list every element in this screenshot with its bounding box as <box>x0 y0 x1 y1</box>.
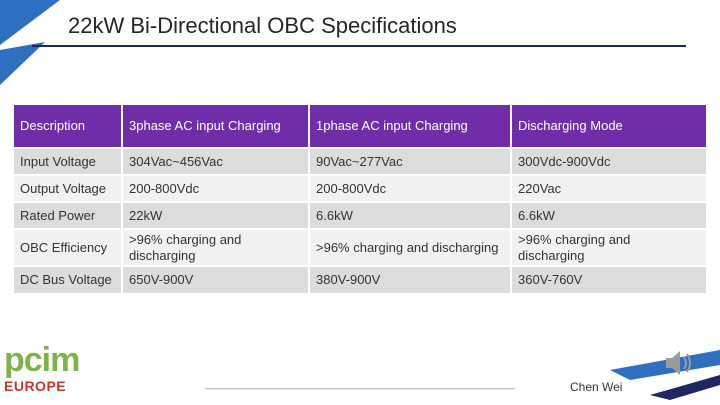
table-cell: 650V-900V <box>122 265 310 293</box>
corner-stripe-graphic <box>610 350 720 400</box>
table-cell: >96% charging and discharging <box>122 228 310 266</box>
table-cell: Output Voltage <box>14 174 123 202</box>
table-cell: >96% charging and discharging <box>511 228 706 266</box>
corner-accent-graphic <box>0 0 60 85</box>
table-cell: 360V-760V <box>511 265 706 293</box>
footer-copyright-fineprint <box>205 388 515 390</box>
table-cell: 380V-900V <box>309 265 512 293</box>
header-1phase: 1phase AC input Charging <box>309 105 512 148</box>
presenter-name: Chen Wei <box>570 380 623 394</box>
table-cell: OBC Efficiency <box>14 228 123 266</box>
table-row: Rated Power 22kW 6.6kW 6.6kW <box>14 201 706 229</box>
speaker-icon[interactable] <box>660 345 696 381</box>
title-underline <box>32 45 686 47</box>
table-cell: Rated Power <box>14 201 123 229</box>
table-header-row: Description 3phase AC input Charging 1ph… <box>14 105 706 148</box>
table-cell: 200-800Vdc <box>309 174 512 202</box>
spec-table: Description 3phase AC input Charging 1ph… <box>14 105 706 293</box>
header-discharging: Discharging Mode <box>511 105 706 148</box>
table-row: DC Bus Voltage 650V-900V 380V-900V 360V-… <box>14 265 706 293</box>
table-row: Output Voltage 200-800Vdc 200-800Vdc 220… <box>14 174 706 202</box>
table-row: OBC Efficiency >96% charging and dischar… <box>14 228 706 266</box>
table-cell: 220Vac <box>511 174 706 202</box>
header-description: Description <box>14 105 123 148</box>
table-cell: 6.6kW <box>511 201 706 229</box>
table-cell: 22kW <box>122 201 310 229</box>
slide-title: 22kW Bi-Directional OBC Specifications <box>68 13 457 38</box>
table-cell: DC Bus Voltage <box>14 265 123 293</box>
logo-main-text: pcim <box>4 341 80 379</box>
table-cell: >96% charging and discharging <box>309 228 512 266</box>
table-cell: 304Vac~456Vac <box>122 147 310 175</box>
table-cell: 6.6kW <box>309 201 512 229</box>
table-cell: Input Voltage <box>14 147 123 175</box>
logo-sub-text: EUROPE <box>4 378 67 394</box>
table-row: Input Voltage 304Vac~456Vac 90Vac~277Vac… <box>14 147 706 175</box>
table-cell: 300Vdc-900Vdc <box>511 147 706 175</box>
table-cell: 90Vac~277Vac <box>309 147 512 175</box>
pcim-europe-logo: pcim EUROPE <box>4 341 80 394</box>
header-3phase: 3phase AC input Charging <box>122 105 310 148</box>
table-cell: 200-800Vdc <box>122 174 310 202</box>
